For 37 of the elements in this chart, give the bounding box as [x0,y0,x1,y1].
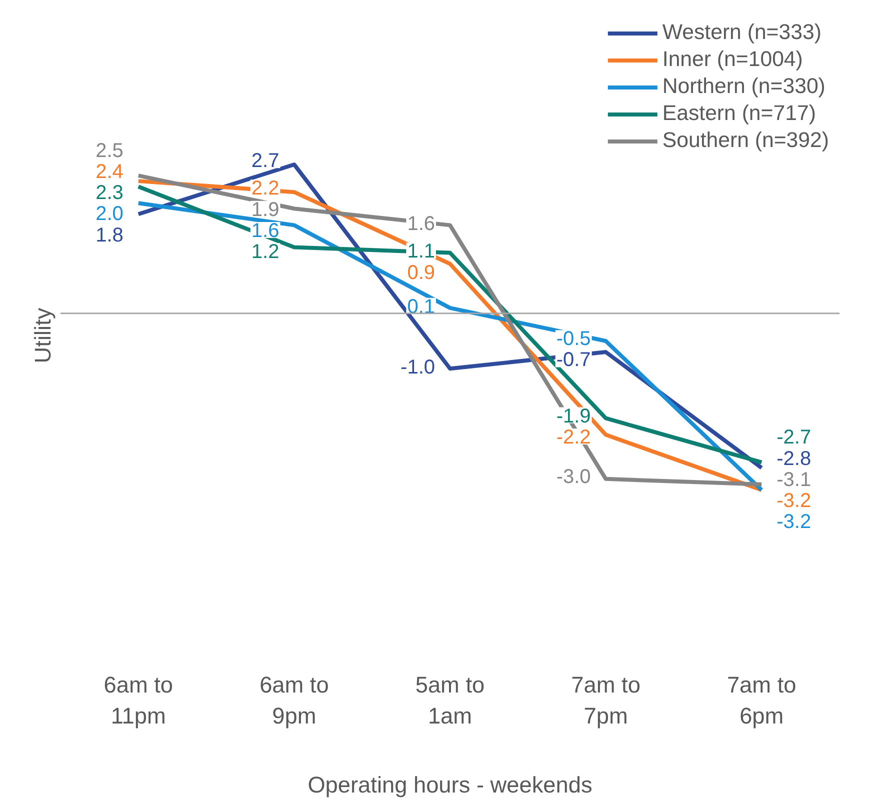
data-label: -1.9 [556,405,591,428]
data-label: -3.1 [776,468,812,491]
data-label: -3.2 [776,511,812,534]
data-label: 0.1 [407,296,436,318]
data-label: 1.9 [251,198,280,221]
data-label: 2.2 [251,178,280,200]
legend-label: Eastern (n=717) [662,101,816,126]
data-label: -2.2 [556,426,591,448]
data-label: 0.9 [407,262,436,284]
data-label: 1.6 [251,220,280,242]
data-label: -0.5 [556,328,591,350]
x-tick-label: 5am to 1am [415,672,485,729]
legend-label: Northern (n=330) [662,74,826,99]
x-axis-title: Operating hours - weekends [308,772,592,798]
data-label: 2.5 [96,140,124,162]
x-tick-label: 6am to 9pm [260,672,329,729]
x-tick-label: 6am to 11pm [104,672,174,729]
x-tick-label: 7am to 6pm [726,672,796,729]
data-label: -3.0 [556,466,591,488]
data-label: -3.2 [776,490,812,512]
y-axis-title: Utility [30,307,56,364]
data-label: 2.0 [96,203,124,226]
data-label: 1.6 [407,213,436,236]
data-label: -1.0 [400,356,436,379]
x-tick-label: 7am to 7pm [571,672,640,729]
data-label: 1.8 [96,224,124,246]
data-label: -2.7 [776,426,812,449]
data-label: 1.1 [407,240,436,263]
data-label: 2.4 [96,160,124,183]
data-label: 2.3 [96,182,124,204]
data-label: 2.7 [251,150,280,172]
data-label: -2.8 [776,448,812,470]
data-label: -0.7 [556,349,591,372]
legend-label: Western (n=333) [662,20,822,45]
data-label: 1.2 [251,241,280,264]
legend-label: Southern (n=392) [662,128,829,153]
legend-label: Inner (n=1004) [662,47,803,72]
